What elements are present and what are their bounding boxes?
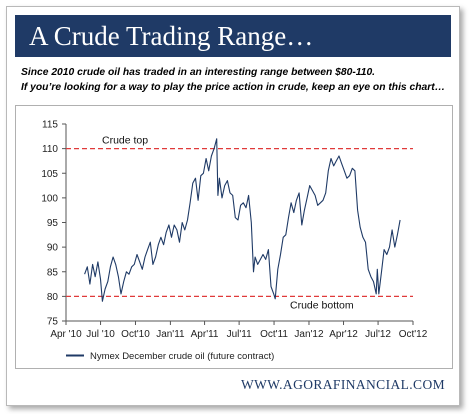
y-tick-label: 90	[47, 243, 59, 254]
series-line	[84, 138, 401, 302]
x-tick-label: Oct'10	[121, 329, 150, 340]
chart-card: A Crude Trading Range… Since 2010 crude …	[6, 6, 460, 406]
legend-label: Nymex December crude oil (future contrac…	[90, 351, 274, 362]
x-tick-label: Apr'12	[329, 329, 358, 340]
y-tick-label: 115	[42, 120, 58, 131]
x-tick-label: Oct'11	[260, 329, 288, 340]
x-tick-label: Jul'12	[365, 329, 391, 340]
chart-title: A Crude Trading Range…	[29, 21, 314, 51]
subtitle-line-2: If you’re looking for a way to play the …	[21, 82, 445, 93]
y-tick-label: 75	[47, 317, 59, 328]
y-tick-label: 95	[47, 218, 59, 229]
chart-subtitle: Since 2010 crude oil has traded in an in…	[21, 65, 451, 95]
y-tick-label: 85	[47, 267, 59, 278]
y-tick-label: 110	[42, 144, 58, 155]
title-banner: A Crude Trading Range…	[15, 15, 451, 57]
reference-line-label: Crude top	[102, 135, 148, 147]
x-tick-label: Jul'11	[227, 329, 253, 340]
x-tick-label: Oct'12	[399, 329, 428, 340]
x-tick-label: Apr'11	[191, 329, 219, 340]
y-tick-label: 80	[47, 292, 59, 303]
x-tick-label: Jul '10	[86, 329, 115, 340]
plot-frame: 75 80 85 90 95 100 105 110 115 Apr '10 Jul '10 Oct'…	[15, 105, 453, 369]
x-tick-label: Jan'11	[156, 329, 185, 340]
y-tick-label: 105	[41, 169, 58, 180]
subtitle-line-1: Since 2010 crude oil has traded in an in…	[21, 67, 376, 78]
reference-line-label: Crude bottom	[290, 299, 354, 311]
footer-url: WWW.AGORAFINANCIAL.COM	[240, 377, 445, 392]
crude-oil-line-chart: 75 80 85 90 95 100 105 110 115 Apr '10 Jul '10 Oct'…	[41, 120, 428, 363]
y-tick-label: 100	[41, 193, 58, 204]
x-tick-label: Apr '10	[50, 329, 82, 340]
x-tick-label: Jan'12	[294, 329, 324, 340]
